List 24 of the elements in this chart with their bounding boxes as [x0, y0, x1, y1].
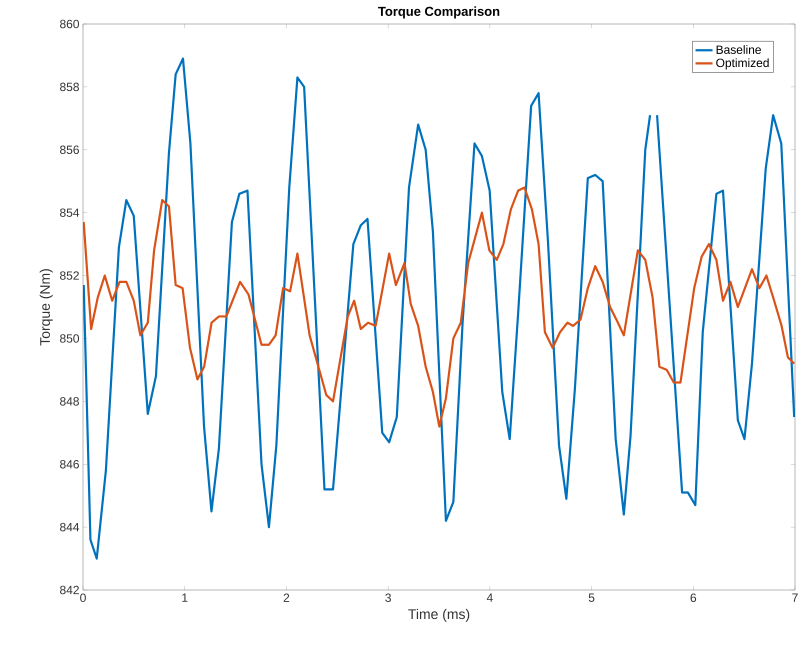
y-tick-label: 846	[60, 460, 79, 468]
y-axis-title: Torque (Nm)	[40, 269, 53, 346]
y-tick-label: 858	[60, 82, 79, 92]
y-tick-label: 848	[60, 397, 79, 406]
y-tick-label: 844	[60, 522, 80, 532]
x-tick-label: 0	[80, 594, 86, 602]
y-tick-label: 856	[60, 146, 79, 154]
y-tick-label: 842	[60, 586, 79, 594]
x-tick-label: 1	[182, 594, 188, 602]
chart-title: Torque Comparison	[378, 6, 500, 19]
x-tick-label: 3	[385, 594, 391, 602]
y-tick-label: 852	[60, 271, 79, 280]
line-series	[83, 186, 796, 428]
x-tick-label: 7	[792, 594, 798, 602]
y-tick-label: 860	[60, 20, 80, 28]
y-tick-label: 850	[60, 334, 80, 343]
y-tick-label: 854	[60, 208, 80, 217]
x-tick-label: 4	[486, 594, 493, 602]
legend-label: Baseline	[716, 45, 761, 54]
legend-label: Optimized	[716, 58, 769, 70]
x-axis-title: Time (ms)	[408, 608, 470, 622]
x-tick-label: 6	[690, 594, 696, 602]
x-tick-label: 2	[284, 594, 290, 602]
x-tick-label: 5	[588, 594, 594, 602]
